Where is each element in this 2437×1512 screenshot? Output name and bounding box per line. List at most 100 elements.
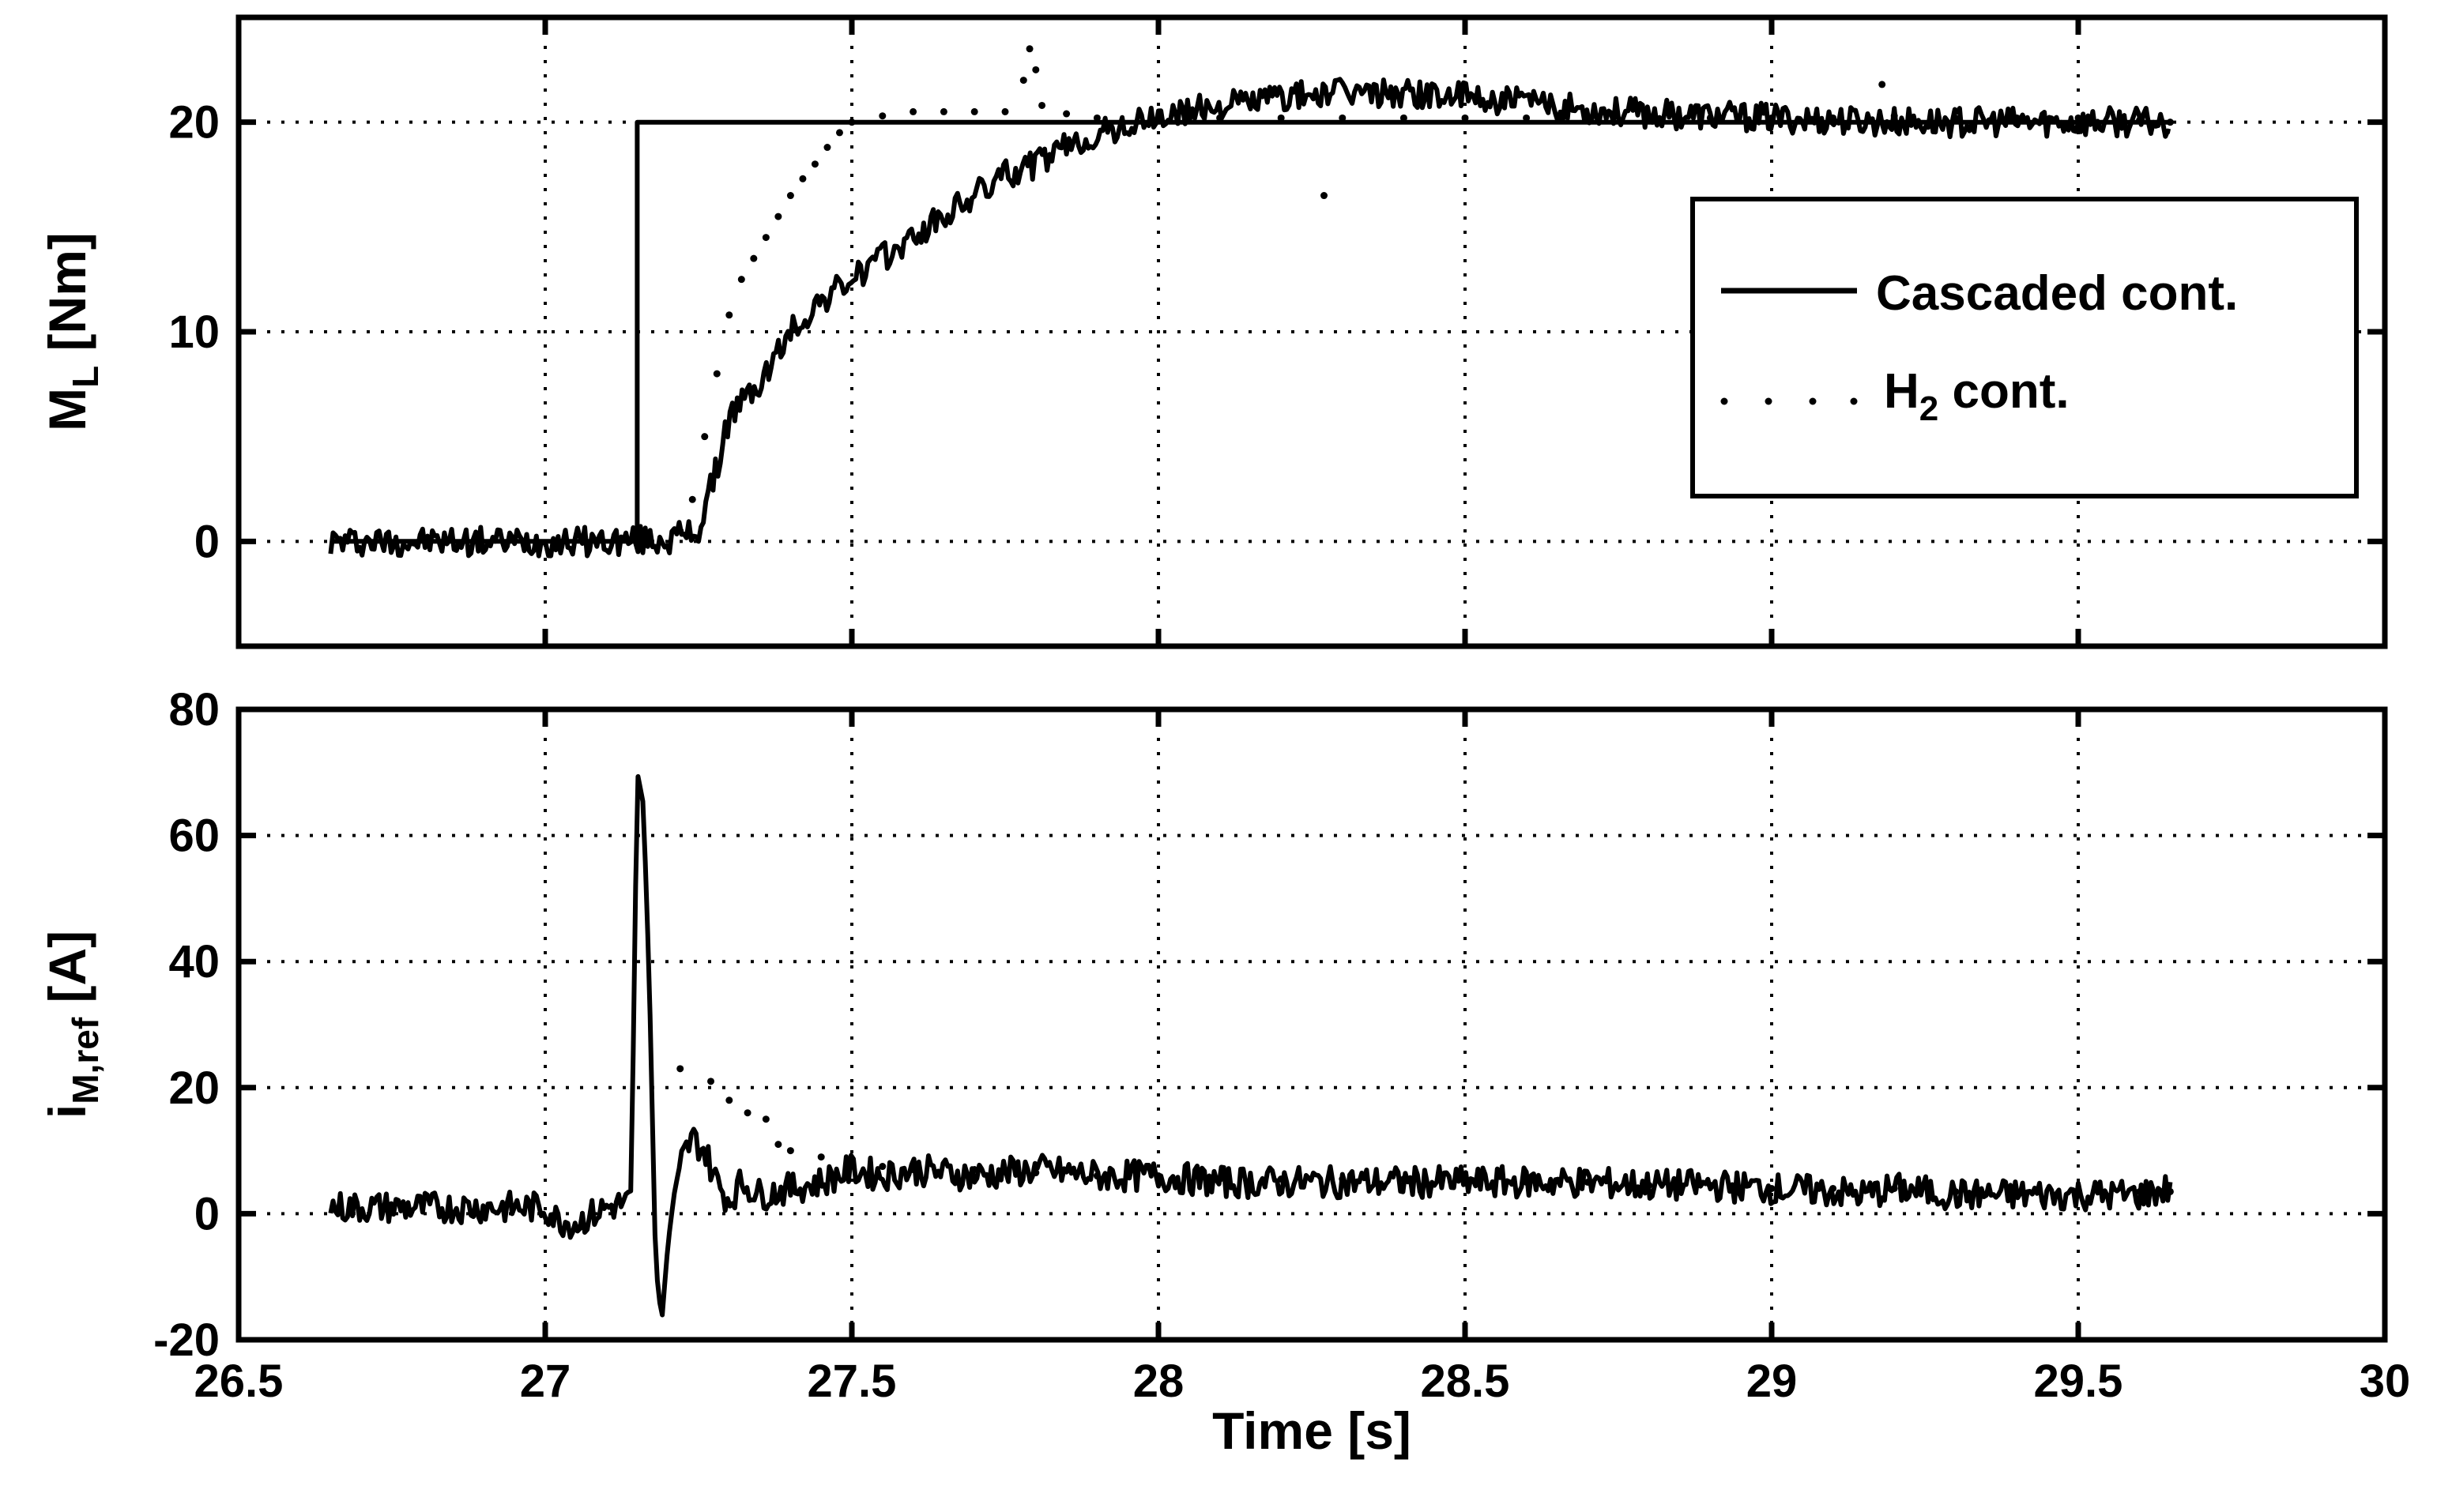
load-torque-panel: 0 10 20 ML [Nm] Cascaded cont. H2 cont. xyxy=(38,14,2388,649)
h2-data-point xyxy=(1001,107,1009,115)
y-axis-label-sub: M,ref xyxy=(65,1017,106,1104)
h2-data-point xyxy=(762,1115,770,1123)
tick-marks xyxy=(235,17,2388,646)
h2-data-point xyxy=(970,107,978,115)
h2-data-point xyxy=(737,276,745,284)
h2-data-point xyxy=(2013,1187,2021,1195)
x-tick-label: 29 xyxy=(1746,1356,1798,1407)
h2-data-point xyxy=(2074,1187,2082,1195)
x-tick-label: 27 xyxy=(520,1356,571,1407)
legend-entry-h2: H2 cont. xyxy=(1884,364,2070,428)
y-tick-label: 20 xyxy=(168,97,220,149)
grid xyxy=(239,709,2385,1340)
h2-data-point xyxy=(1706,1181,1714,1189)
h2-data-point xyxy=(707,1078,715,1085)
h2-data-point xyxy=(835,129,843,137)
y-axis-label-sub: L xyxy=(65,366,106,388)
y-axis-label-unit: [Nm] xyxy=(38,232,96,366)
h2-data-point xyxy=(910,1166,917,1174)
plot-area xyxy=(328,774,2174,1318)
x-tick-label: 30 xyxy=(2360,1356,2411,1407)
h2-data-point xyxy=(1019,77,1027,85)
h2-data-point xyxy=(1032,66,1040,73)
legend-entry-cascaded: Cascaded cont. xyxy=(1876,266,2238,321)
h2-data-point xyxy=(879,1163,887,1171)
h2-data-point xyxy=(1032,1169,1040,1177)
axes-frame xyxy=(235,706,2388,1343)
h2-data-point xyxy=(713,370,721,378)
h2-data-point xyxy=(1584,114,1591,122)
y-axis-label-unit: [A] xyxy=(38,931,96,1017)
h2-data-point xyxy=(701,433,709,441)
h2-data-point xyxy=(1277,114,1285,122)
legend-dotted-swatch xyxy=(1720,397,1858,405)
x-tick-label: 28 xyxy=(1133,1356,1185,1407)
h2-data-point xyxy=(848,118,856,126)
h2-data-point xyxy=(1399,114,1407,122)
y-tick-label: 0 xyxy=(194,1188,220,1239)
h2-data-point xyxy=(1768,114,1776,122)
h2-data-point xyxy=(1768,1184,1776,1192)
h2-data-point xyxy=(1320,192,1328,200)
x-tick-labels: 26.5 27 27.5 28 28.5 29 29.5 30 xyxy=(194,1356,2411,1407)
x-tick-label: 29.5 xyxy=(2034,1356,2123,1407)
h2-data-point xyxy=(1461,114,1469,122)
h2-data-point xyxy=(1645,114,1653,122)
y-tick-labels: -20 0 20 40 60 80 xyxy=(153,684,220,1366)
h2-data-point xyxy=(1277,1175,1285,1183)
h2-data-point xyxy=(688,495,696,503)
h2-data-point xyxy=(774,213,782,220)
h2-data-point xyxy=(879,112,887,120)
x-tick-label: 28.5 xyxy=(1421,1356,1510,1407)
h2-data-point xyxy=(2136,116,2144,124)
legend-entry-h2-sub: 2 xyxy=(1919,389,1938,428)
h2-data-point xyxy=(2166,118,2174,126)
h2-data-point xyxy=(1706,114,1714,122)
h2-data-point xyxy=(848,1160,856,1168)
reference-step-line xyxy=(330,119,2171,544)
y-tick-label: 60 xyxy=(168,811,220,862)
h2-data-point xyxy=(2136,1187,2144,1195)
y-tick-label: 80 xyxy=(168,684,220,735)
h2-data-point xyxy=(1399,1175,1407,1183)
tick-marks xyxy=(235,706,2388,1343)
h2-data-point xyxy=(1952,114,1960,122)
h2-data-point xyxy=(1523,114,1531,122)
h2-data-point xyxy=(1645,1181,1653,1189)
h2-data-point xyxy=(1523,1179,1531,1186)
h2-data-point xyxy=(1952,1187,1960,1195)
h2-data-point xyxy=(2013,114,2021,122)
h2-data-point xyxy=(2166,1187,2174,1195)
y-axis-label: ML [Nm] xyxy=(38,232,106,431)
h2-data-point xyxy=(2074,114,2082,122)
h2-data-point xyxy=(1038,101,1046,109)
legend-dot xyxy=(1765,397,1772,405)
h2-data-point xyxy=(1339,114,1347,122)
h2-data-point xyxy=(1063,110,1071,118)
h2-data-point xyxy=(750,254,758,262)
h2-data-point xyxy=(1154,114,1162,122)
legend-entry-h2-main: H xyxy=(1884,364,1919,419)
h2-data-point xyxy=(676,1065,684,1073)
h2-data-point xyxy=(1829,1184,1837,1192)
x-tick-label: 27.5 xyxy=(808,1356,897,1407)
h2-data-point xyxy=(940,107,947,115)
y-axis-label-main: M xyxy=(38,388,96,431)
h2-data-point xyxy=(1026,45,1034,53)
y-tick-label: -20 xyxy=(153,1315,220,1366)
h2-data-point xyxy=(823,144,831,152)
legend-box xyxy=(1690,197,2359,498)
h2-data-point xyxy=(1890,1184,1898,1192)
legend-entry-h2-rest: cont. xyxy=(1938,364,2069,419)
x-axis-label: Time [s] xyxy=(1212,1401,1411,1460)
y-axis-label: iM,ref [A] xyxy=(38,931,106,1119)
h2-data-point xyxy=(676,527,684,535)
h2-data-point xyxy=(1878,81,1886,88)
h2-data-point xyxy=(1216,114,1224,122)
current-reference-panel: -20 0 20 40 60 80 26.5 27 27.5 28 28.5 29 29.5 30 iM… xyxy=(38,684,2410,1460)
h2-data-point xyxy=(1890,112,1898,120)
h2-data-point xyxy=(1093,114,1101,122)
y-tick-label: 10 xyxy=(168,307,220,358)
h2-data-point xyxy=(725,311,733,319)
